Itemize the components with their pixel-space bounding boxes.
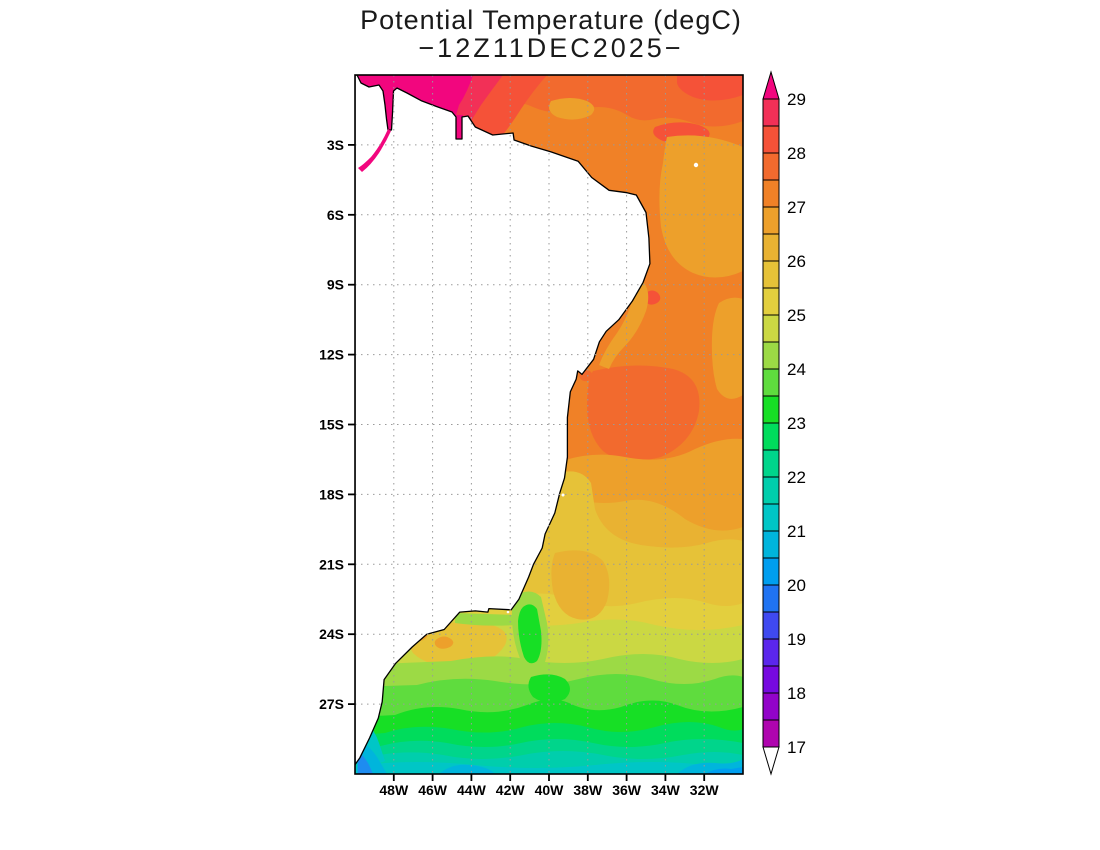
island-dot [437,118,441,122]
map-area [355,75,743,774]
island-dot [448,121,452,125]
colorbar-segment [762,152,780,181]
colorbar-segment [762,422,780,451]
island-dot [425,115,429,119]
land-mask [355,75,651,766]
lat-tick-label: 18S [319,486,344,502]
colorbar-label: 21 [787,522,806,541]
colorbar-label: 20 [787,576,806,595]
colorbar-label: 17 [787,738,806,757]
colorbar-segment [762,206,780,235]
lon-tick-label: 38W [573,782,603,798]
colorbar-segment [762,368,780,397]
colorbar-segment [762,98,780,127]
colorbar-segment [762,341,780,370]
colorbar-segment [762,233,780,262]
lon-tick-label: 34W [651,782,681,798]
contour-region [386,89,393,130]
contour-region [705,767,743,774]
colorbar-segment [762,665,780,694]
colorbar-label: 18 [787,684,806,703]
colorbar-label: 22 [787,468,806,487]
axis-ticks-labels: 48W 46W 44W 42W 40W 38W 36W 34W 32W 3S 6S 9S 12S 15S 1… [319,137,719,798]
colorbar-segment [762,557,780,586]
colorbar-over-arrow [762,70,780,100]
colorbar-segment [762,395,780,424]
island-dot [506,610,510,614]
lat-tick-label: 15S [319,417,344,433]
contour-region [549,98,595,120]
contour-region [599,280,649,369]
river-plume [358,129,391,172]
colorbar-segment [762,449,780,478]
lat-tick-label: 21S [319,556,344,572]
colorbar-segment [762,125,780,154]
contour-region [409,622,507,667]
lat-tick-label: 6S [327,207,344,223]
contour-region [711,297,743,399]
lon-tick-label: 44W [457,782,487,798]
contour-region [358,751,373,774]
lon-tick-label: 32W [690,782,720,798]
contour-region [587,365,700,461]
contour-region [439,764,495,774]
colorbar-segment [762,638,780,667]
lat-tick-label: 9S [327,277,344,293]
colorbar-label: 26 [787,252,806,271]
colorbar-segment [762,476,780,505]
island-dot [483,608,487,612]
island-dot [693,162,699,168]
colorbar-segment [762,314,780,343]
island-dot [561,493,565,497]
colorbar-label: 24 [787,360,806,379]
lat-tick-label: 3S [327,137,344,153]
colorbar-segment [762,179,780,208]
contour-region [455,115,463,141]
lat-tick-label: 24S [319,626,344,642]
plot-subtitle: −12Z11DEC2025− [418,33,683,63]
colorbar-label: 27 [787,198,806,217]
colorbar-label: 23 [787,414,806,433]
colorbar-segment [762,260,780,289]
plot-title: Potential Temperature (degC) [360,5,742,35]
lon-tick-label: 36W [612,782,642,798]
colorbar-segment [762,287,780,316]
lat-tick-label: 12S [319,347,344,363]
colorbar: 29 28 27 26 25 24 23 22 21 20 19 18 17 [762,70,806,776]
contour-region [455,613,515,626]
colorbar-segment [762,611,780,640]
lon-tick-label: 46W [418,782,448,798]
lon-tick-label: 48W [379,782,409,798]
colorbar-label: 29 [787,90,806,109]
contour-region [677,75,743,101]
contour-region [659,135,743,278]
lat-tick-label: 27S [319,696,344,712]
colorbar-label: 19 [787,630,806,649]
colorbar-segment [762,692,780,721]
colorbar-label: 28 [787,144,806,163]
lon-tick-label: 42W [496,782,526,798]
contour-region [551,550,610,620]
colorbar-segment [762,719,780,748]
map-frame [354,74,744,775]
colorbar-segment [762,503,780,532]
colorbar-segment [762,530,780,559]
colorbar-under-arrow [762,746,780,776]
lon-tick-label: 40W [535,782,565,798]
colorbar-label: 25 [787,306,806,325]
contour-region [434,636,454,649]
colorbar-segment [762,584,780,613]
gridlines [355,75,743,774]
